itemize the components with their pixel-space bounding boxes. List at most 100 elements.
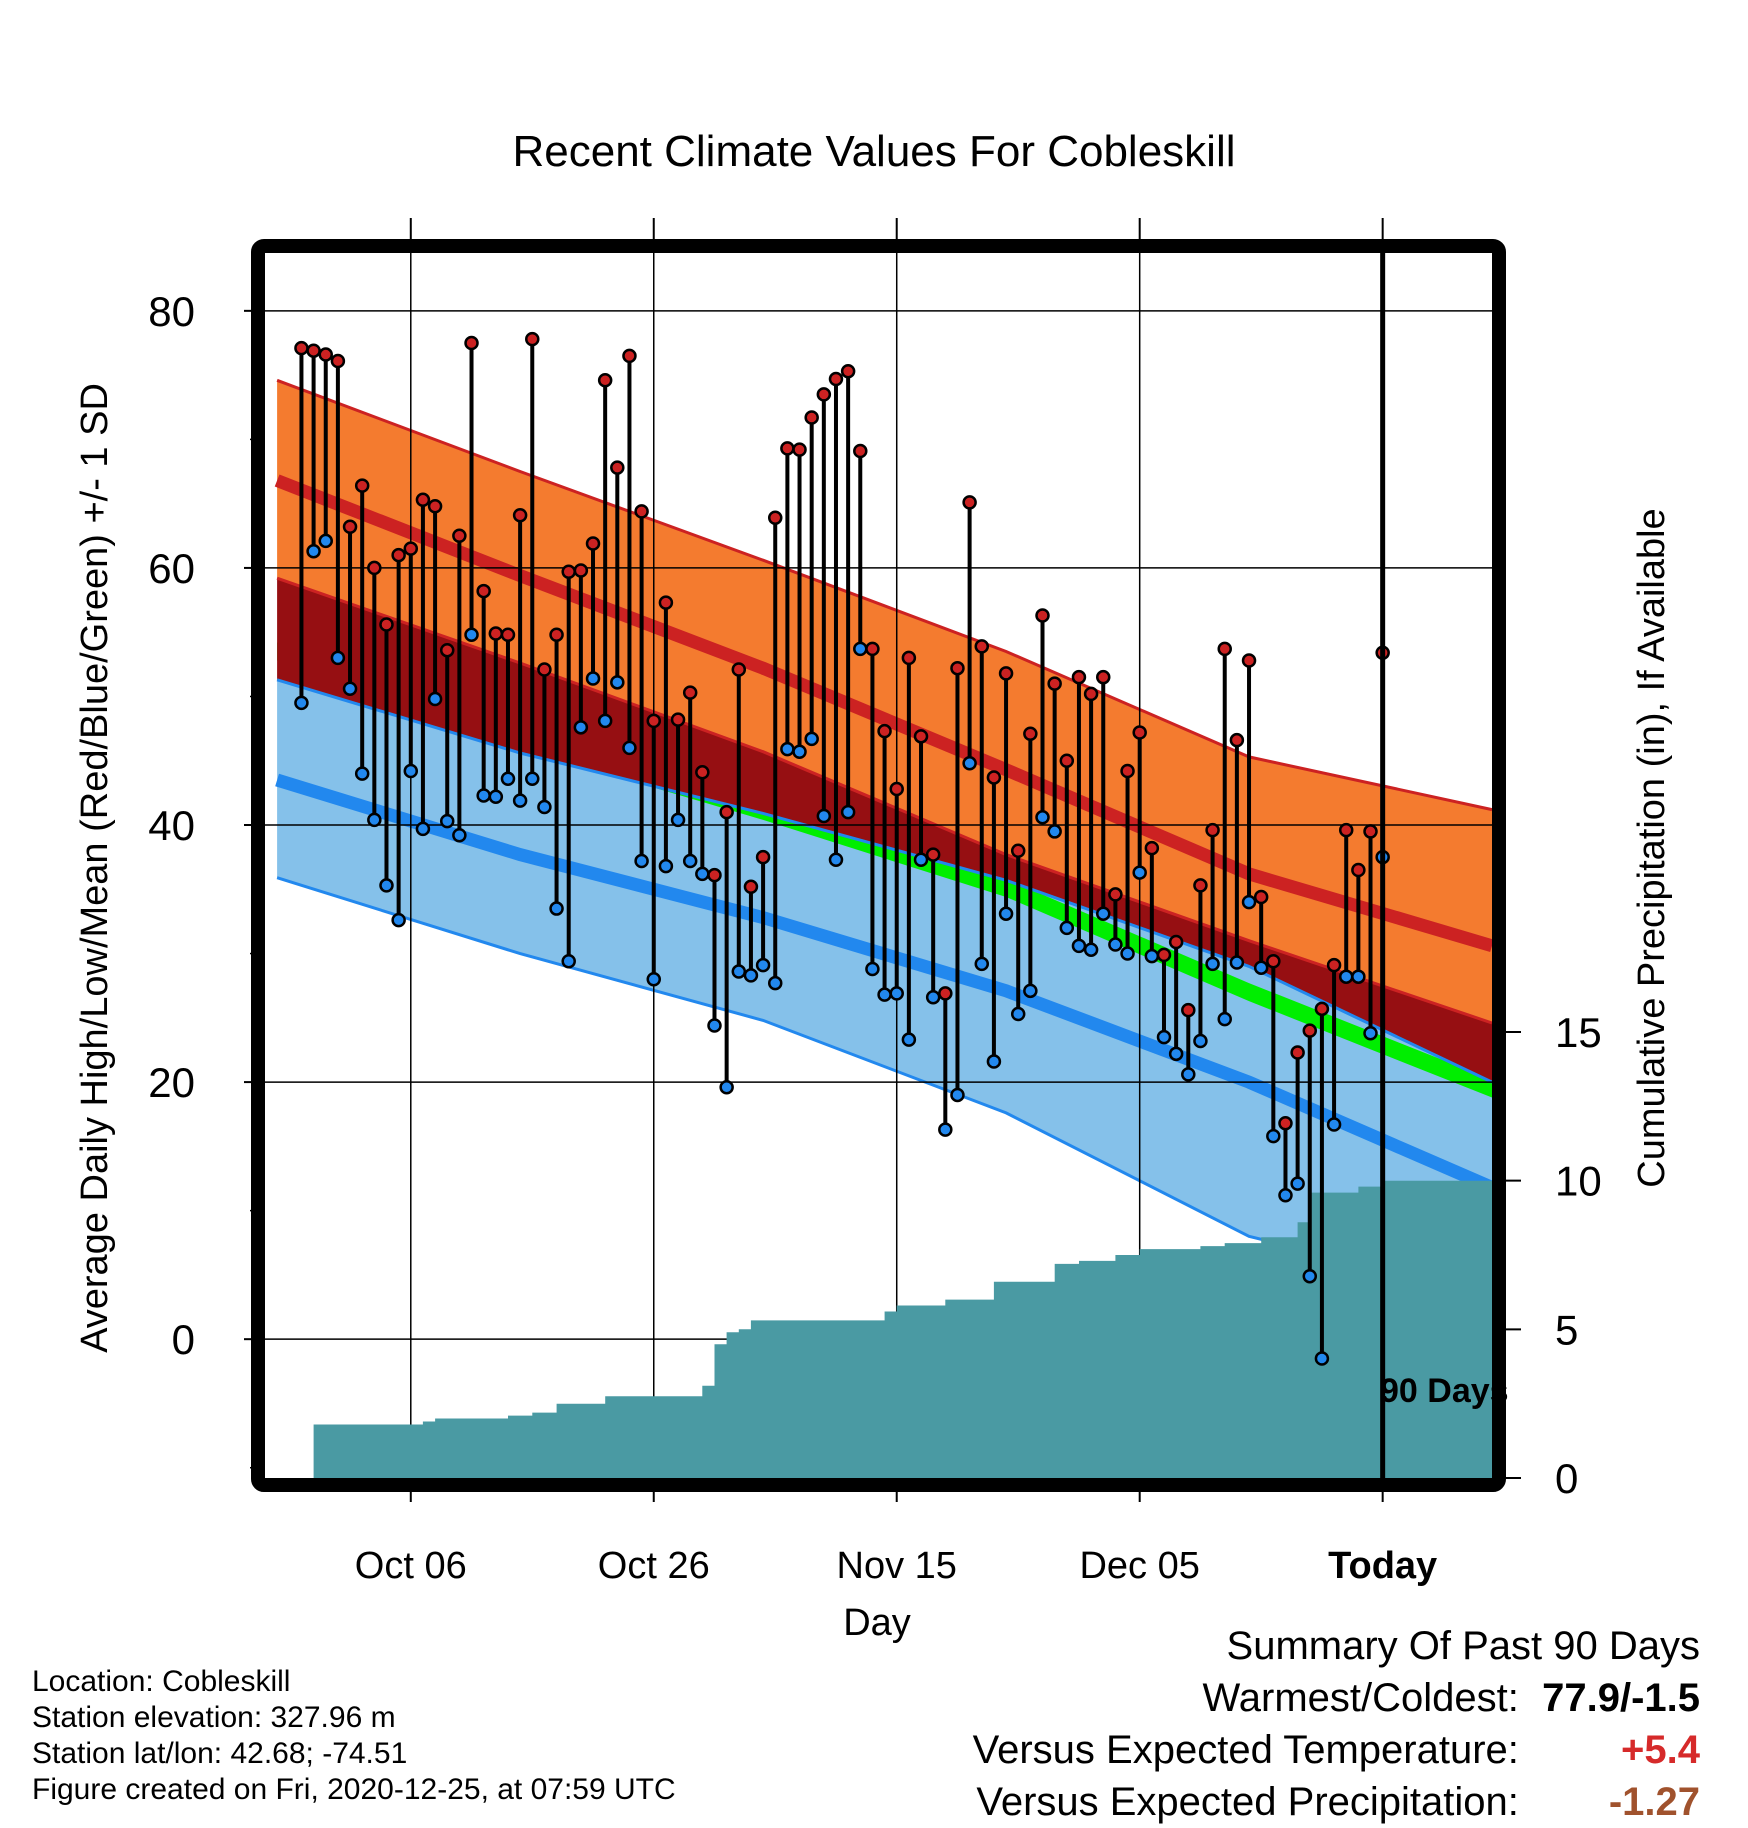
daily-low-point — [1363, 1025, 1378, 1041]
daily-low-point — [986, 1054, 1002, 1069]
x-tick-label: Oct 26 — [598, 1545, 710, 1587]
daily-high-point — [1047, 676, 1062, 691]
daily-low-point — [367, 812, 382, 828]
daily-low-point — [1083, 942, 1099, 957]
axes: 0 20 40 60 80 0 5 10 15 Oct 06 Oct 26 Nov 15 Dec 05 T… — [148, 218, 1602, 1587]
y-tick-label: 80 — [148, 288, 195, 335]
daily-high-point — [719, 804, 734, 820]
y-tick-label: 0 — [172, 1316, 195, 1363]
daily-high-point — [901, 650, 917, 666]
daily-low-point — [974, 956, 990, 972]
daily-high-point — [342, 519, 358, 535]
daily-high-point — [1132, 725, 1147, 740]
daily-high-point — [974, 639, 990, 654]
y-tick-label: 60 — [148, 545, 195, 592]
high-upper-line — [276, 378, 1493, 812]
high-sd-band — [277, 380, 1493, 1023]
daily-high-point — [427, 498, 443, 514]
daily-high-point — [743, 879, 759, 894]
daily-low-point — [488, 789, 504, 804]
daily-high-point — [294, 340, 309, 356]
daily-low-point — [1241, 894, 1257, 910]
precipitation-area — [265, 1180, 1492, 1478]
daily-high-point — [1338, 822, 1354, 838]
x-axis-label: Day — [843, 1602, 911, 1644]
plot-area — [265, 253, 1495, 1478]
daily-low-point — [610, 675, 625, 690]
daily-low-point — [537, 799, 552, 815]
summary-precipitation: Versus Expected Precipitation: -1.27 — [973, 1776, 1700, 1828]
cumulative-precipitation-area — [265, 1180, 1492, 1478]
daily-low-point — [1047, 824, 1062, 839]
daily-low-point — [585, 671, 601, 686]
daily-high-point — [634, 504, 649, 519]
daily-high-point — [986, 770, 1002, 785]
daily-low-point — [1181, 1067, 1196, 1082]
daily-high-point — [1253, 889, 1269, 905]
daily-high-point — [1326, 957, 1342, 973]
daily-low-point — [1302, 1268, 1318, 1284]
daily-low-point — [938, 1122, 953, 1137]
daily-low-point — [962, 756, 977, 771]
daily-low-point — [646, 972, 662, 987]
daily-low-point — [731, 964, 747, 979]
temperature-label: Versus Expected Temperature: — [972, 1728, 1519, 1772]
daily-high-point — [597, 373, 613, 388]
daily-low-point — [1205, 956, 1220, 972]
summary-temperature: Versus Expected Temperature: +5.4 — [973, 1724, 1700, 1776]
daily-low-point — [1338, 969, 1354, 984]
daily-high-point — [1278, 1115, 1293, 1131]
daily-high-point — [1302, 1023, 1318, 1038]
daily-high-point — [804, 410, 819, 425]
daily-low-point — [1290, 1176, 1305, 1191]
daily-high-point — [525, 331, 540, 347]
summary-heading: Summary Of Past 90 Days — [1226, 1624, 1700, 1668]
y-tick-label: 40 — [148, 802, 195, 849]
daily-low-point — [294, 695, 309, 711]
daily-low-point — [1351, 969, 1366, 984]
daily-low-point — [658, 858, 674, 874]
daily-low-point — [561, 954, 576, 969]
y2-tick-label: 15 — [1555, 1009, 1602, 1056]
daily-low-point — [695, 866, 710, 882]
daily-high-point — [1144, 840, 1160, 856]
daily-low-point — [755, 957, 771, 973]
daily-low-point — [342, 681, 358, 697]
daily-high-point — [1181, 1002, 1196, 1018]
daily-high-point — [464, 335, 479, 351]
daily-high-point — [585, 536, 601, 551]
daily-low-point — [792, 744, 807, 759]
warmest-coldest-value: 77.9/-1.5 — [1542, 1676, 1700, 1720]
daily-low-point — [1217, 1011, 1232, 1027]
y-tick-label: 20 — [148, 1059, 195, 1106]
daily-low-point — [1229, 955, 1245, 970]
figure-created: Figure created on Fri, 2020-12-25, at 07… — [32, 1773, 676, 1806]
daily-high-point — [792, 442, 807, 457]
daily-low-point — [1253, 960, 1269, 975]
daily-high-point — [767, 510, 783, 526]
daily-high-point — [1205, 822, 1220, 838]
daily-high-point — [889, 781, 904, 797]
daily-low-point — [1035, 810, 1050, 825]
daily-low-point — [682, 853, 698, 869]
daily-high-point — [403, 541, 419, 556]
temperature-value: +5.4 — [1621, 1728, 1700, 1772]
daily-high-point — [512, 507, 528, 523]
daily-low-point — [1108, 937, 1123, 952]
daily-high-point — [840, 364, 856, 379]
daily-high-point — [707, 867, 722, 883]
daily-low-point — [950, 1087, 965, 1103]
daily-low-point — [464, 627, 479, 643]
daily-high-point — [780, 441, 795, 456]
station-location: Location: Cobleskill — [32, 1665, 291, 1698]
daily-low-point — [1266, 1128, 1281, 1144]
daily-low-point — [901, 1032, 917, 1047]
daily-high-point — [998, 666, 1014, 681]
daily-low-point — [622, 740, 637, 756]
daily-high-point — [415, 492, 431, 508]
daily-high-point — [658, 595, 674, 610]
daily-high-point — [1266, 954, 1281, 969]
daily-low-point — [1071, 938, 1087, 954]
daily-high-point — [573, 563, 589, 578]
daily-high-point — [561, 564, 576, 580]
